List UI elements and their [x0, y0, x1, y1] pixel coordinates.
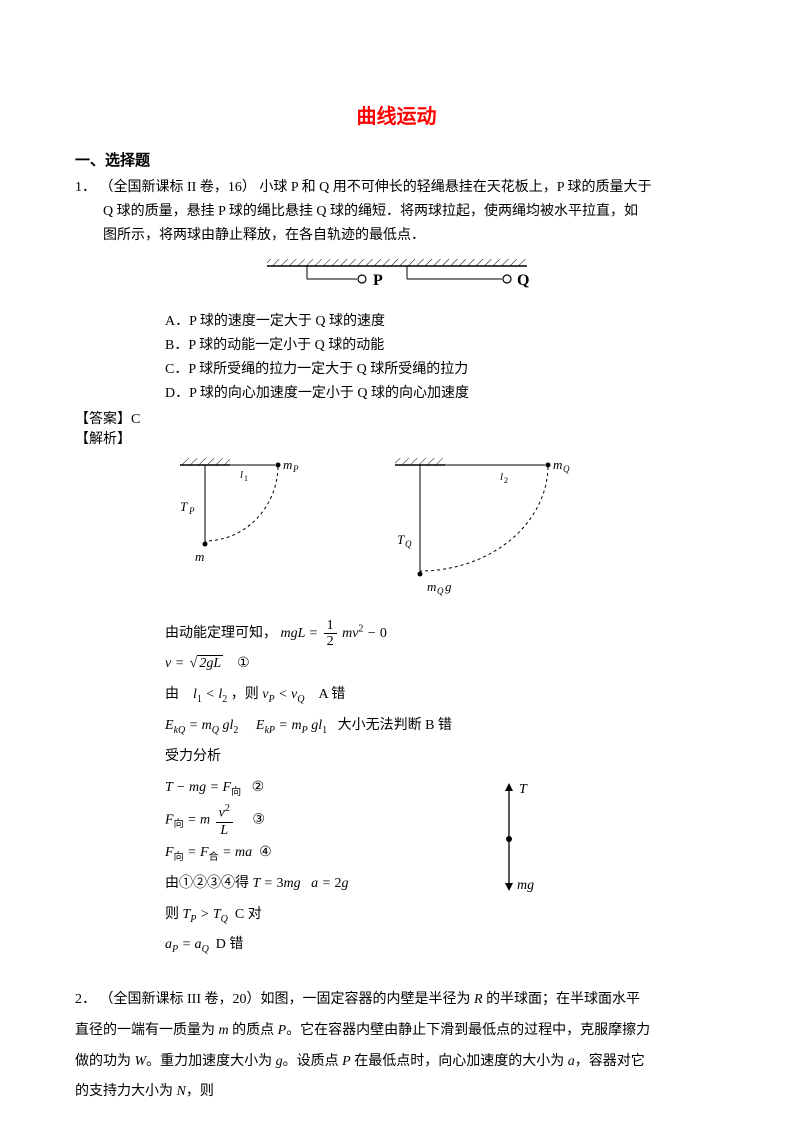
svg-text:T: T — [519, 782, 528, 797]
q1-option-a: A．P 球的速度一定大于 Q 球的速度 — [165, 310, 718, 334]
analysis-eq5: F向 = F合 = ma ④ — [165, 838, 349, 869]
svg-text:mg: mg — [517, 878, 534, 893]
analysis-label: 【解析】 — [75, 428, 718, 448]
question-1: 1． （全国新课标 II 卷，16） 小球 P 和 Q 用不可伸长的轻绳悬挂在天… — [75, 176, 718, 247]
q1-figure-arcs: mP l1 TP m mQ l2 TQ mQg — [165, 456, 718, 606]
q1-text-l1: 小球 P 和 Q 用不可伸长的轻绳悬挂在天花板上，P 球的质量大于 — [259, 180, 651, 195]
q1-answer: 【答案】C — [75, 408, 718, 428]
svg-text:P: P — [373, 272, 383, 289]
svg-text:P: P — [188, 506, 195, 516]
arc-diagram-p: mP l1 TP m — [165, 456, 305, 586]
svg-text:2: 2 — [504, 476, 508, 485]
analysis-line-2: v = √2gL ① — [165, 649, 718, 680]
answer-value: C — [131, 412, 140, 427]
section-heading: 一、选择题 — [75, 149, 718, 170]
q1-option-c: C．P 球所受绳的拉力一定大于 Q 球所受绳的拉力 — [165, 358, 718, 382]
svg-text:P: P — [292, 464, 299, 474]
q1-number: 1． — [75, 180, 96, 195]
analysis-line-4: EkQ = mQ gl2 EkP = mP gl1 大小无法判断 B 错 — [165, 711, 718, 742]
question-2: 2． （全国新课标 III 卷，20）如图，一固定容器的内壁是半径为 R 的半球… — [75, 985, 718, 1108]
analysis-line-9: 由①②③④得 T = 3mg a = 2g — [165, 869, 349, 900]
analysis-line-10: 则 TP > TQ C 对 — [165, 900, 349, 931]
q1-option-d: D．P 球的向心加速度一定小于 Q 球的向心加速度 — [165, 382, 718, 406]
q1-text-l3: 图所示，将两球由静止释放，在各自轨迹的最低点． — [75, 228, 425, 243]
force-diagram: T mg — [469, 777, 549, 907]
analysis-force-block: T − mg = F向 ② F向 = m v2L ③ F向 = F合 = ma … — [165, 773, 718, 961]
svg-text:m: m — [283, 457, 292, 472]
svg-text:Q: Q — [437, 586, 444, 596]
analysis-line-5: 受力分析 — [165, 742, 718, 773]
q1-source: （全国新课标 II 卷，16） — [100, 180, 256, 195]
analysis-line-3: 由 l1 < l2 ，则 vP < vQ A 错 — [165, 680, 718, 711]
svg-text:T: T — [180, 499, 188, 514]
analysis-eq3: T − mg = F向 ② — [165, 773, 349, 804]
svg-text:m: m — [195, 549, 204, 564]
svg-text:l: l — [240, 469, 243, 481]
q1-options: A．P 球的速度一定大于 Q 球的速度 B．P 球的动能一定小于 Q 球的动能 … — [75, 310, 718, 405]
svg-text:Q: Q — [405, 539, 412, 549]
q2-source: （全国新课标 III 卷，20） — [100, 992, 261, 1007]
svg-text:g: g — [445, 579, 452, 594]
q2-number: 2． — [75, 992, 96, 1007]
q1-text-l2: Q 球的质量，悬挂 P 球的绳比悬挂 Q 球的绳短．将两球拉起，使两绳均被水平拉… — [75, 204, 638, 219]
q1-figure-ceiling: P Q — [75, 257, 718, 302]
answer-label: 【答案】 — [75, 412, 131, 427]
svg-text:1: 1 — [244, 474, 248, 483]
arc-diagram-q: mQ l2 TQ mQg — [385, 456, 575, 606]
analysis-line-1: 由动能定理可知， mgL = 12 mv2 − 0 — [165, 618, 718, 650]
svg-text:l: l — [500, 471, 503, 483]
analysis-line-11: aP = aQ D 错 — [165, 930, 349, 961]
analysis-eq4: F向 = m v2L ③ — [165, 803, 349, 837]
svg-text:Q: Q — [517, 272, 529, 289]
svg-text:T: T — [397, 532, 405, 547]
q1-option-b: B．P 球的动能一定小于 Q 球的动能 — [165, 334, 718, 358]
page-title: 曲线运动 — [75, 100, 718, 129]
ceiling-diagram-svg: P Q — [247, 257, 547, 297]
svg-text:m: m — [553, 457, 562, 472]
q1-analysis: mP l1 TP m mQ l2 TQ mQg 由动能定理可知， mgL = 1… — [75, 456, 718, 962]
svg-text:Q: Q — [563, 464, 570, 474]
svg-text:m: m — [427, 579, 436, 594]
